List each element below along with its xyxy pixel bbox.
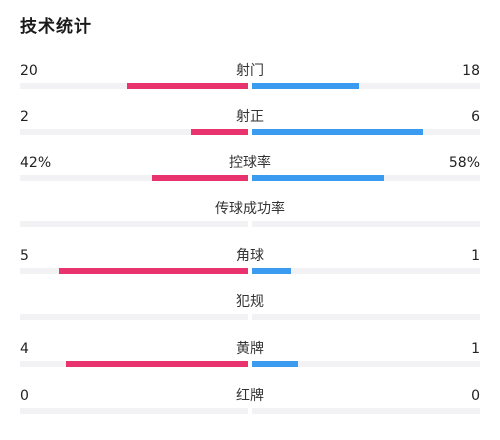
away-bar-track: [252, 408, 480, 414]
home-value: 42%: [20, 155, 52, 171]
stat-label: 角球: [236, 248, 264, 264]
page-title: 技术统计: [20, 17, 92, 37]
stat-row: 5 角球 1: [0, 247, 500, 287]
away-bar-track: [252, 129, 480, 135]
stat-row: 犯规: [0, 293, 500, 333]
home-bar-track: [20, 268, 248, 274]
home-value: 5: [20, 248, 29, 264]
stat-label: 犯规: [236, 294, 264, 310]
stat-row: 传球成功率: [0, 200, 500, 240]
home-bar-track: [20, 361, 248, 367]
away-bar-track: [252, 175, 480, 181]
stat-row: 0 红牌 0: [0, 387, 500, 427]
home-bar-fill: [127, 83, 248, 89]
stat-row: 20 射门 18: [0, 62, 500, 102]
away-value: 6: [471, 109, 480, 125]
away-bar-track: [252, 361, 480, 367]
stat-label: 黄牌: [236, 341, 264, 357]
home-bar-track: [20, 129, 248, 135]
home-bar-track: [20, 408, 248, 414]
home-bar-track: [20, 83, 248, 89]
stat-label: 射正: [236, 109, 264, 125]
home-bar-fill: [152, 175, 248, 181]
stat-row: 2 射正 6: [0, 108, 500, 148]
away-bar-track: [252, 314, 480, 320]
home-bar-fill: [66, 361, 248, 367]
away-value: 0: [471, 388, 480, 404]
stat-label: 传球成功率: [215, 201, 285, 217]
stat-label: 红牌: [236, 388, 264, 404]
away-bar-track: [252, 268, 480, 274]
stat-row: 42% 控球率 58%: [0, 154, 500, 194]
home-bar-track: [20, 221, 248, 227]
away-bar-track: [252, 83, 480, 89]
away-bar-track: [252, 221, 480, 227]
home-bar-fill: [191, 129, 248, 135]
away-value: 18: [462, 63, 480, 79]
home-bar-track: [20, 175, 248, 181]
home-value: 2: [20, 109, 29, 125]
home-value: 4: [20, 341, 29, 357]
away-bar-fill: [252, 129, 423, 135]
away-bar-fill: [252, 268, 291, 274]
away-bar-fill: [252, 83, 359, 89]
home-value: 20: [20, 63, 38, 79]
stat-row: 4 黄牌 1: [0, 340, 500, 380]
stat-label: 控球率: [229, 155, 271, 171]
home-value: 0: [20, 388, 29, 404]
away-value: 1: [471, 341, 480, 357]
home-bar-track: [20, 314, 248, 320]
away-bar-fill: [252, 175, 384, 181]
away-value: 58%: [448, 155, 480, 171]
away-bar-fill: [252, 361, 298, 367]
away-value: 1: [471, 248, 480, 264]
stat-label: 射门: [236, 63, 264, 79]
home-bar-fill: [59, 268, 248, 274]
